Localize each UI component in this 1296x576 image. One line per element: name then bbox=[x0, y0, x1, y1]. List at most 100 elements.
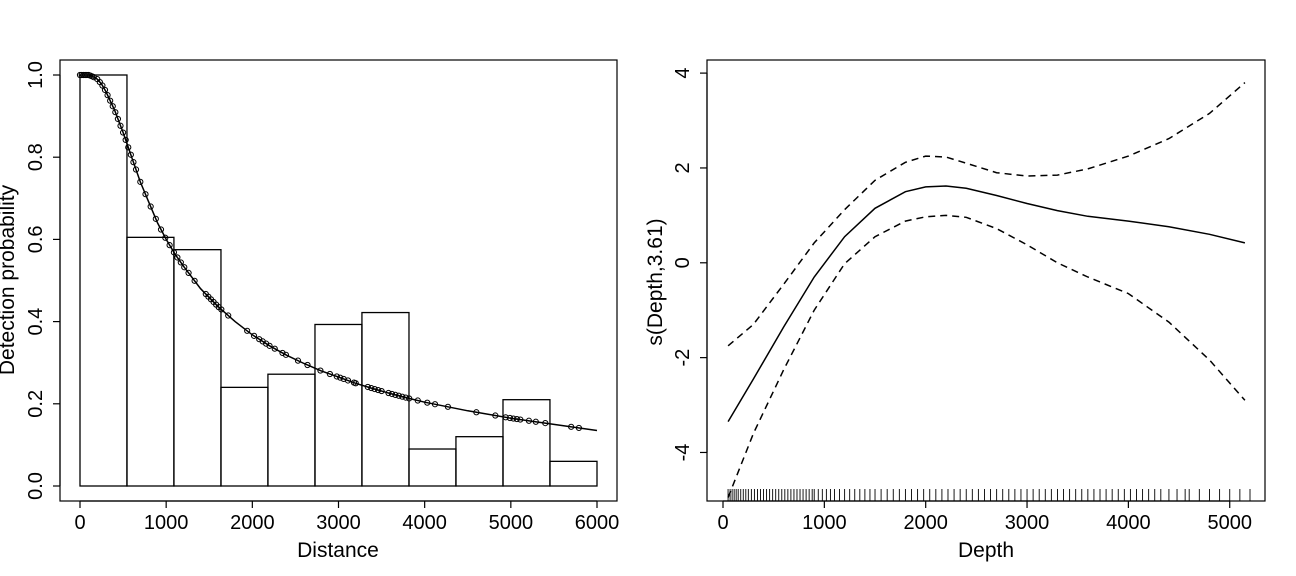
detection-point bbox=[542, 420, 549, 427]
detection-point bbox=[575, 424, 583, 432]
x-tick-label: 5000 bbox=[1207, 512, 1252, 534]
depth-x-axis: 0 1000 2000 3000 4000 5000 bbox=[717, 500, 1252, 534]
y-tick-label: -2 bbox=[672, 349, 694, 367]
detection-point bbox=[132, 166, 140, 173]
detection-point bbox=[112, 109, 119, 116]
histogram-bar bbox=[79, 74, 128, 487]
x-tick-label: 2000 bbox=[230, 512, 275, 534]
detection-point bbox=[424, 399, 431, 406]
detection-point bbox=[371, 385, 378, 393]
detection-point bbox=[266, 342, 273, 349]
detection-point bbox=[375, 386, 382, 394]
x-tick-label: 0 bbox=[74, 512, 85, 534]
detection-point bbox=[99, 82, 106, 89]
detection-point bbox=[166, 242, 173, 249]
histogram-bar bbox=[408, 448, 457, 487]
detection-point bbox=[191, 277, 198, 284]
detection-point bbox=[385, 389, 392, 397]
detection-point bbox=[125, 144, 132, 151]
detection-point bbox=[152, 215, 159, 222]
histogram-bar bbox=[173, 249, 222, 487]
detection-y-axis: 0.0 0.2 0.4 0.6 0.8 1.0 bbox=[25, 61, 61, 500]
detection-point bbox=[174, 254, 181, 261]
x-tick-label: 0 bbox=[717, 512, 728, 534]
detection-point bbox=[431, 401, 439, 408]
detection-panel: 0 1000 2000 3000 4000 5000 6000 0.00.20.40.60.… bbox=[0, 59, 620, 562]
detection-point bbox=[402, 394, 409, 401]
smooth-axis-label: s(Depth,3.61) bbox=[644, 218, 667, 345]
detection-point bbox=[162, 234, 169, 241]
detection-point bbox=[109, 103, 116, 110]
detection-point bbox=[368, 384, 375, 392]
detection-histogram bbox=[79, 74, 598, 487]
y-tick-label: 0.8 bbox=[25, 143, 47, 171]
detection-point bbox=[333, 373, 340, 380]
histogram-bar bbox=[267, 373, 316, 487]
detection-point bbox=[513, 415, 520, 423]
depth-plot-frame bbox=[706, 59, 1266, 502]
detection-probability-axis-label: Detection probability bbox=[0, 184, 19, 375]
detection-point bbox=[117, 122, 124, 129]
distance-axis-label: Distance bbox=[297, 539, 379, 562]
upper-confidence-band bbox=[727, 82, 1246, 347]
detection-point bbox=[444, 403, 452, 410]
histogram-bar bbox=[220, 386, 269, 487]
detection-point bbox=[525, 417, 533, 424]
detection-point bbox=[532, 418, 539, 425]
detection-point bbox=[492, 412, 499, 419]
y-tick-label: 0.2 bbox=[25, 390, 47, 418]
distance-x-axis: 0 1000 2000 3000 4000 5000 6000 bbox=[74, 500, 620, 534]
detection-point bbox=[130, 159, 137, 166]
detection-point bbox=[517, 416, 524, 423]
y-tick-label: 0 bbox=[672, 257, 694, 268]
detection-point bbox=[157, 226, 165, 233]
detection-point bbox=[388, 390, 396, 398]
y-tick-label: 2 bbox=[672, 162, 694, 173]
detection-point bbox=[473, 409, 480, 416]
detection-point bbox=[294, 357, 302, 364]
detection-point bbox=[364, 383, 371, 391]
y-tick-label: 0.0 bbox=[25, 472, 47, 500]
detection-point bbox=[399, 393, 406, 400]
detection-point bbox=[122, 136, 129, 144]
detection-point bbox=[378, 387, 385, 395]
detection-plot-frame bbox=[59, 59, 618, 502]
y-tick-label: 4 bbox=[672, 68, 694, 79]
detection-point bbox=[271, 345, 278, 352]
detection-curve bbox=[80, 74, 598, 432]
depth-smooth-panel: 0 1000 2000 3000 4000 5000 -4 -2 0 2 4 Depth s(De… bbox=[644, 59, 1266, 562]
y-tick-label: 0.4 bbox=[25, 308, 47, 336]
detection-point bbox=[127, 151, 134, 158]
detection-point bbox=[114, 115, 122, 123]
histogram-bar bbox=[455, 436, 504, 487]
detection-point bbox=[119, 129, 127, 136]
x-tick-label: 5000 bbox=[489, 512, 534, 534]
x-tick-label: 4000 bbox=[1106, 512, 1151, 534]
detection-point bbox=[282, 351, 290, 358]
detection-point bbox=[392, 391, 399, 398]
y-tick-label: -4 bbox=[672, 444, 694, 462]
detection-point bbox=[104, 92, 111, 99]
x-tick-label: 3000 bbox=[316, 512, 361, 534]
histogram-bar bbox=[549, 460, 598, 487]
detection-point bbox=[147, 203, 154, 210]
x-tick-label: 1000 bbox=[144, 512, 189, 534]
detection-point bbox=[244, 327, 251, 334]
y-tick-label: 1.0 bbox=[25, 61, 47, 89]
detection-point bbox=[395, 392, 402, 399]
detection-point bbox=[406, 395, 413, 402]
detection-point bbox=[142, 191, 149, 198]
detection-point bbox=[181, 264, 188, 271]
smooth-fit-line bbox=[727, 185, 1246, 422]
x-tick-label: 6000 bbox=[575, 512, 620, 534]
x-tick-label: 2000 bbox=[903, 512, 948, 534]
detection-point bbox=[352, 380, 359, 387]
detection-point bbox=[510, 415, 517, 422]
detection-point bbox=[177, 259, 184, 266]
histogram-bar bbox=[361, 311, 410, 487]
histogram-bar bbox=[314, 323, 363, 487]
detection-point bbox=[170, 249, 178, 256]
detection-point bbox=[101, 86, 109, 94]
detection-point bbox=[502, 414, 509, 421]
